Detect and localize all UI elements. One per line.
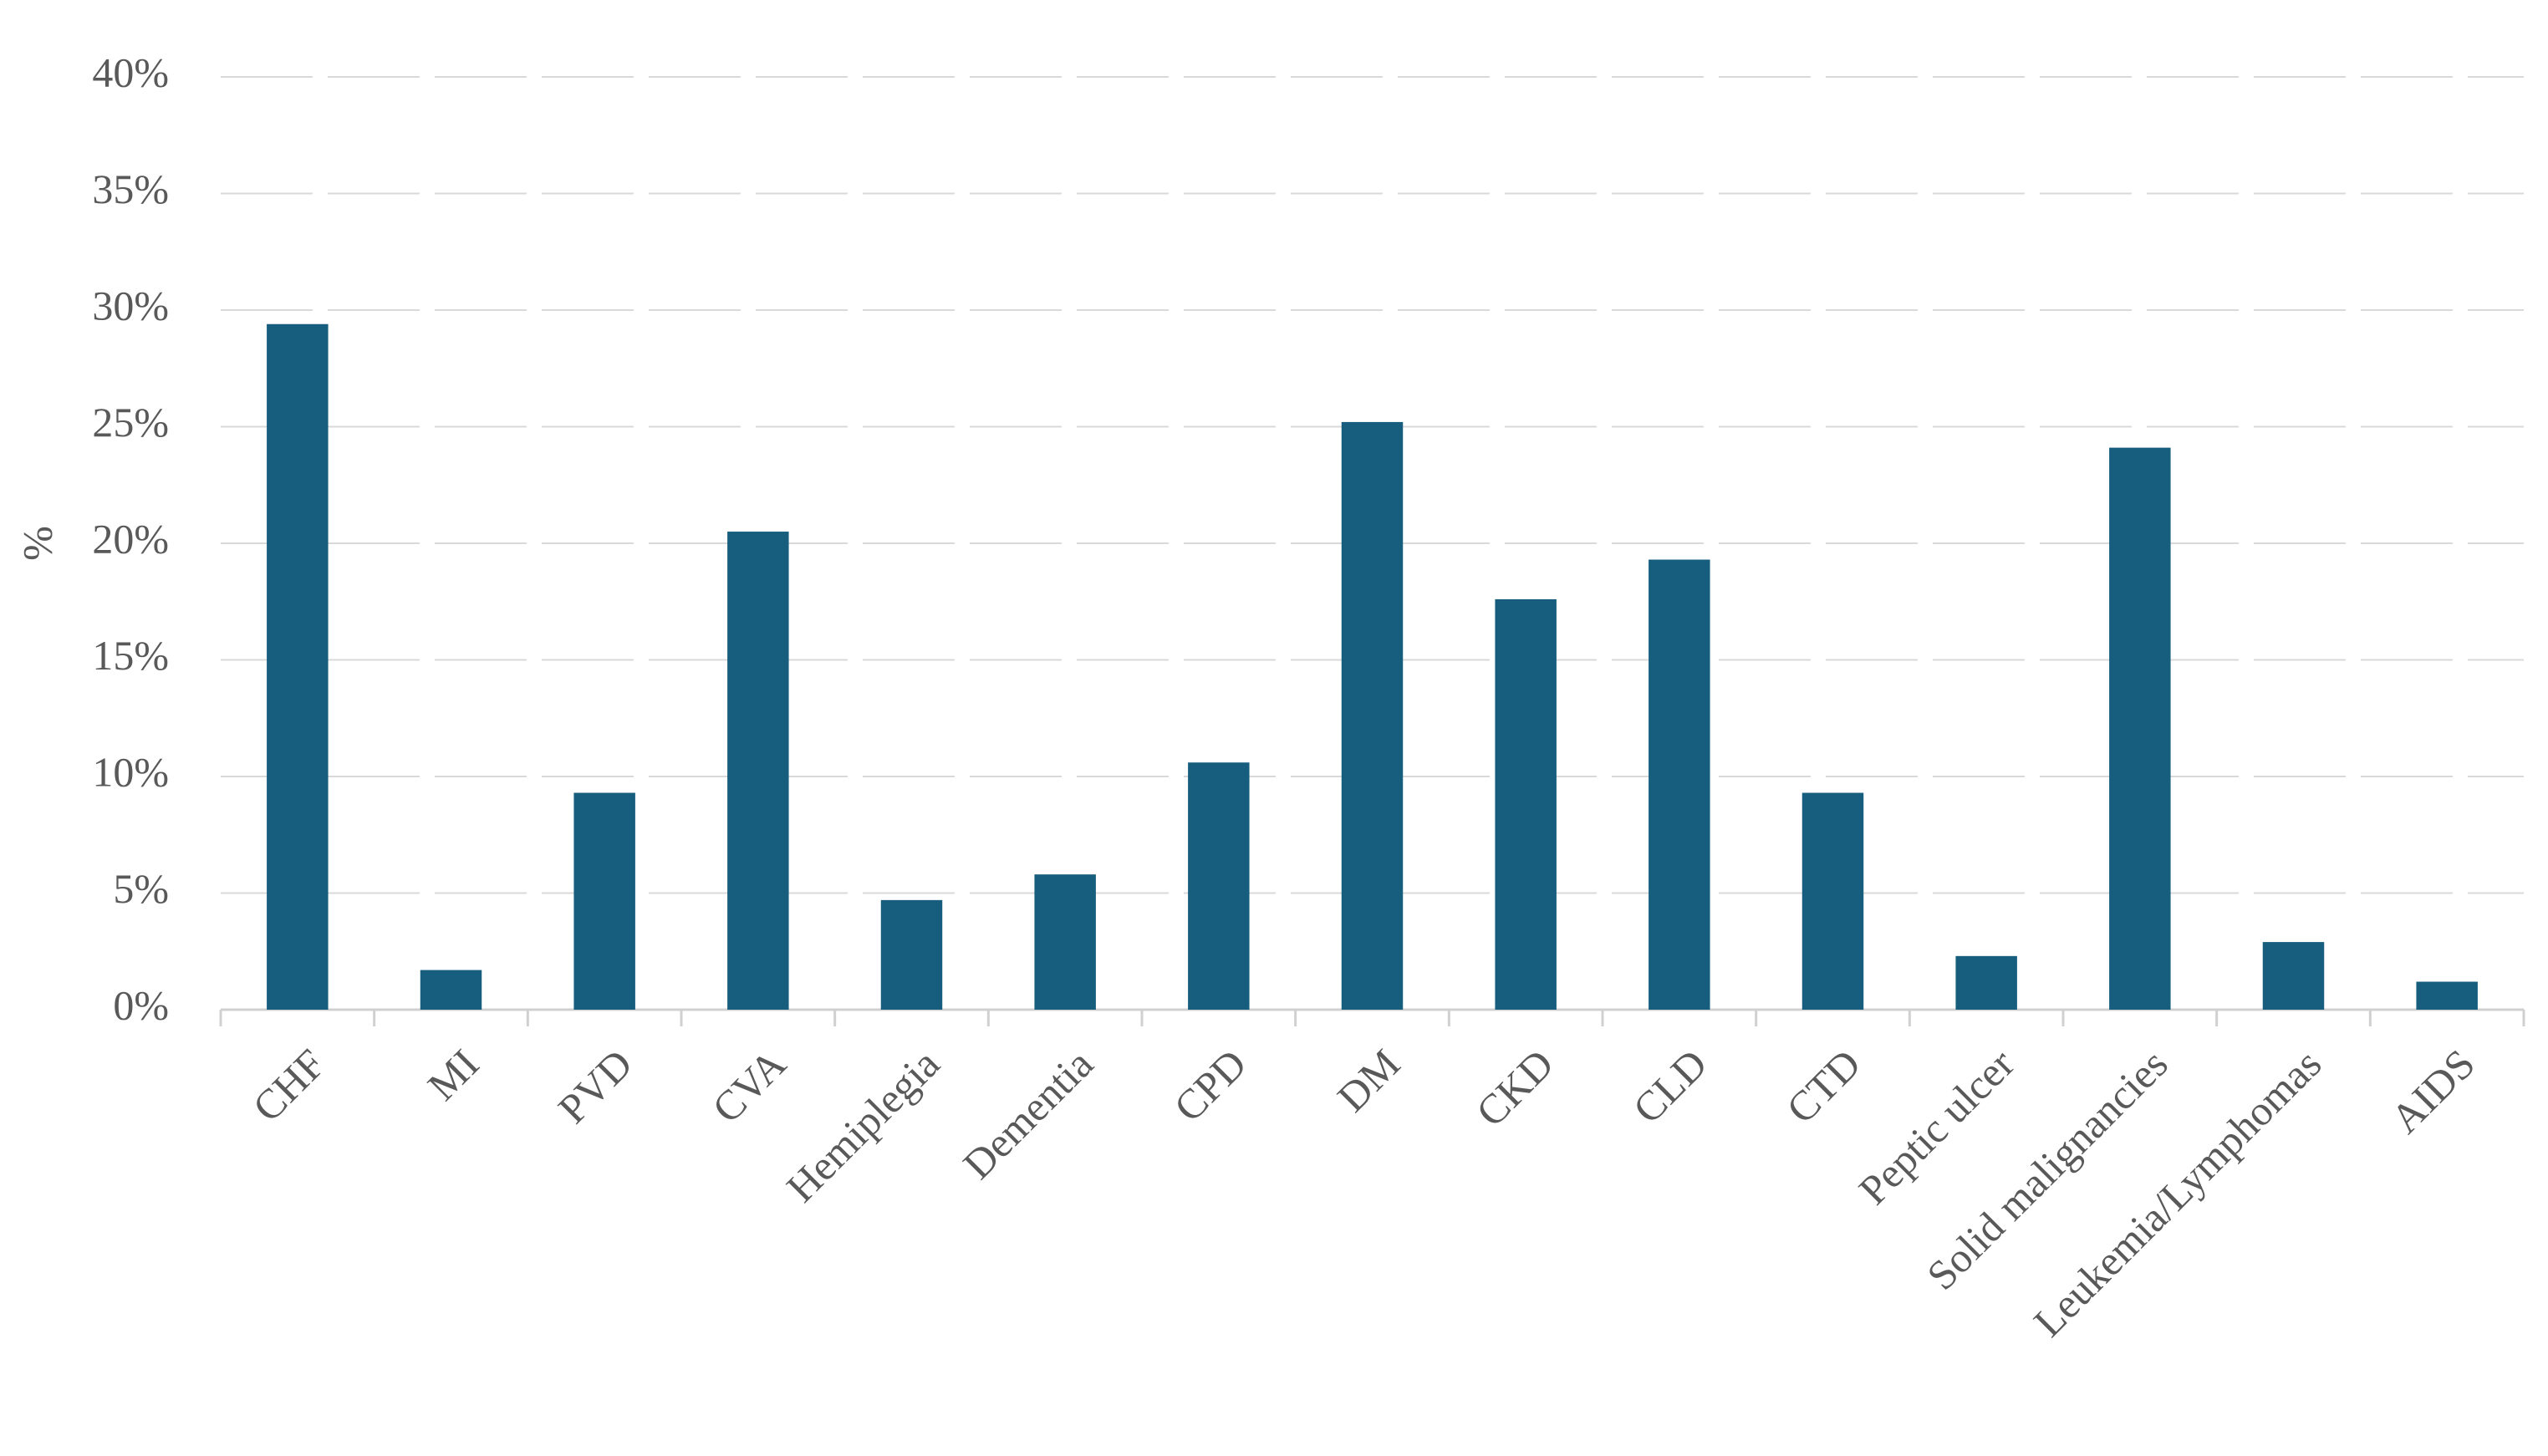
bar — [573, 792, 635, 1010]
bar — [2262, 942, 2325, 1010]
x-tick-label: Leukemia/Lymphomas — [2025, 1040, 2331, 1346]
bar — [1188, 762, 1250, 1010]
bar — [1649, 559, 1710, 1010]
y-tick-label: 40% — [92, 48, 169, 95]
x-tick-label: DM — [1328, 1040, 1409, 1121]
y-tick-label: 30% — [92, 282, 169, 328]
bar — [1341, 421, 1404, 1010]
y-tick-label: 20% — [92, 515, 169, 562]
bar — [2416, 981, 2478, 1010]
x-tick-label: CPD — [1164, 1040, 1255, 1130]
x-tick-label: CVA — [703, 1040, 795, 1132]
x-tick-label: CKD — [1467, 1040, 1562, 1135]
y-tick-label: 0% — [113, 981, 169, 1028]
bar — [2109, 447, 2171, 1010]
y-tick-label: 35% — [92, 165, 169, 212]
x-tick-label: MI — [419, 1040, 488, 1109]
bar — [420, 970, 482, 1010]
bar — [1495, 598, 1557, 1010]
x-tick-label: CLD — [1623, 1040, 1715, 1132]
y-tick-label: 5% — [113, 865, 169, 912]
bar — [727, 532, 789, 1010]
y-tick-label: 25% — [92, 399, 169, 445]
bar — [1801, 792, 1864, 1010]
x-tick-label: Hemiplegia — [777, 1040, 949, 1211]
bar — [1034, 874, 1096, 1010]
y-axis-title: % — [13, 526, 60, 561]
x-tick-label: CTD — [1777, 1040, 1869, 1132]
y-tick-label: 10% — [92, 748, 169, 795]
bar — [1955, 955, 2017, 1010]
x-tick-label: CHF — [243, 1040, 334, 1130]
bar — [880, 899, 943, 1010]
y-tick-label: 15% — [92, 632, 169, 679]
bar — [267, 323, 329, 1010]
x-tick-label: AIDS — [2382, 1040, 2484, 1142]
x-tick-label: PVD — [549, 1040, 641, 1132]
x-tick-label: Dementia — [954, 1040, 1102, 1188]
